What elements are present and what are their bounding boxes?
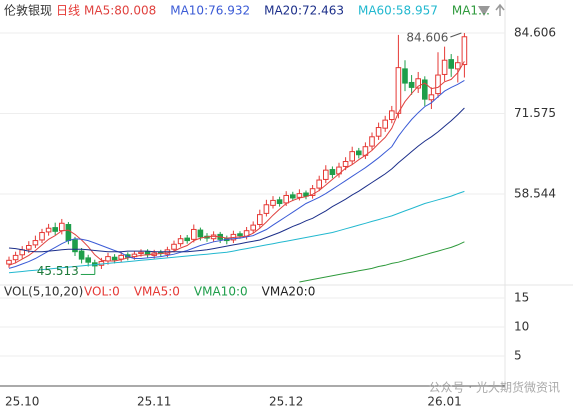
y-tick-label: 58.544	[514, 186, 556, 200]
ma-line	[8, 107, 465, 253]
candle-body	[111, 256, 118, 261]
candle-body	[375, 127, 382, 137]
candle-body	[369, 136, 375, 147]
candle-body	[382, 119, 388, 129]
candle-body	[329, 169, 336, 175]
candle-body	[12, 254, 19, 261]
candle-body	[316, 179, 322, 189]
candle-body	[125, 254, 131, 258]
candle-body	[138, 251, 144, 255]
candle-body	[349, 151, 355, 162]
candle-body	[342, 161, 349, 167]
volume-legend: VMA10:0	[194, 285, 248, 299]
candle-body	[389, 110, 395, 121]
candle-body	[455, 62, 461, 70]
legend-entry: MA5:80.008	[84, 4, 156, 18]
candle-body	[85, 257, 92, 263]
x-tick-label: 26.01	[427, 395, 461, 409]
high-label: 84.606	[406, 31, 448, 45]
candle-body	[257, 214, 263, 226]
candle-body	[177, 238, 184, 245]
candle-body	[171, 243, 177, 250]
candle-body	[323, 169, 329, 180]
watermark: 公众号 · 光大期货微资讯	[429, 380, 560, 395]
candle-body	[356, 150, 362, 156]
ma-line	[8, 61, 465, 266]
candle-body	[309, 188, 316, 196]
candle-body	[402, 68, 408, 84]
volume-tick-label: 5	[514, 348, 522, 362]
candle-body	[105, 256, 111, 262]
x-tick-label: 25.12	[269, 395, 303, 409]
legend-entry: MA1…	[452, 4, 490, 18]
volume-tick-label: 10	[514, 319, 529, 333]
candle-body	[422, 79, 428, 100]
volume-title: VOL(5,10,20)	[4, 285, 83, 299]
expand-icon[interactable]	[495, 3, 505, 16]
legend-entry: MA60:58.957	[358, 4, 438, 18]
candle-body	[435, 74, 441, 95]
candle-body	[78, 250, 85, 260]
candle-body	[276, 199, 283, 205]
candle-body	[45, 227, 52, 233]
low-label: 45.513	[37, 264, 79, 278]
candle-body	[26, 245, 32, 250]
candle-body	[59, 222, 65, 232]
candle-body	[39, 232, 45, 241]
candle-body	[290, 194, 296, 199]
legend-entry: MA20:72.463	[264, 4, 344, 18]
candle-body	[6, 259, 12, 265]
y-tick-label: 71.575	[514, 106, 556, 120]
candle-body	[118, 254, 125, 260]
candle-body	[296, 193, 303, 198]
candle-body	[461, 36, 468, 66]
legend-entry: MA10:76.932	[170, 4, 250, 18]
x-tick-label: 25.11	[137, 395, 171, 409]
candle-body	[263, 204, 270, 214]
candle-body	[415, 78, 421, 89]
candle-body	[270, 199, 276, 206]
volume-legend: VMA5:0	[134, 285, 180, 299]
volume-legend: VMA20:0	[262, 285, 316, 299]
period: 日线	[56, 4, 80, 18]
candle-body	[448, 59, 454, 69]
candle-body	[303, 192, 309, 197]
candle-body	[32, 240, 39, 246]
volume-tick-label: 15	[514, 290, 529, 304]
candle-body	[237, 233, 243, 237]
candle-body	[197, 229, 204, 238]
candle-body	[441, 59, 448, 75]
chart-title: 伦敦银现	[4, 3, 52, 18]
x-tick-label: 25.10	[5, 395, 39, 409]
volume-legend: VOL:0	[84, 285, 120, 299]
ma-line	[8, 79, 465, 269]
candle-body	[72, 239, 78, 253]
ma-line	[299, 241, 465, 283]
candle-body	[408, 81, 415, 88]
y-tick-label: 84.606	[514, 26, 556, 40]
candle-body	[428, 94, 435, 101]
high-leader	[450, 32, 462, 38]
candle-body	[184, 237, 190, 242]
candle-body	[395, 67, 402, 114]
ma-line	[8, 190, 465, 274]
dropdown-icon[interactable]	[478, 6, 490, 16]
candle-body	[283, 194, 289, 204]
candle-body	[52, 227, 59, 232]
candle-body	[191, 228, 197, 240]
candle-body	[65, 224, 72, 242]
candle-body	[250, 224, 256, 231]
